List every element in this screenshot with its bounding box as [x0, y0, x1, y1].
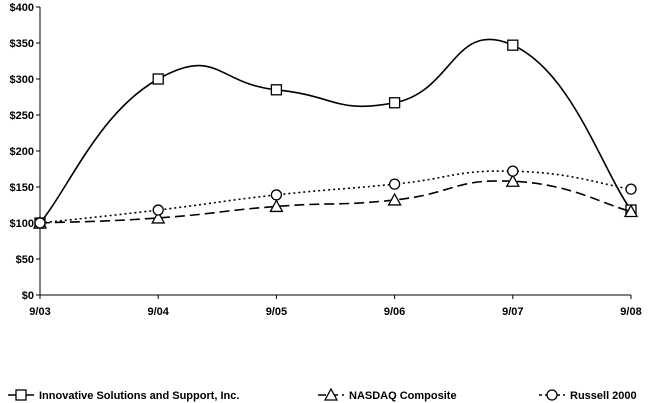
- x-axis-ticks: 9/03 9/04 9/05 9/06 9/07 9/08: [29, 295, 642, 318]
- data-point-triangle: [505, 173, 520, 187]
- y-tick-label: $400: [10, 2, 34, 14]
- data-point-square: [388, 97, 401, 109]
- legend-marker-square: [15, 389, 27, 401]
- y-axis-ticks: $0 $50 $100 $150 $200 $250 $300 $350 $400: [10, 2, 40, 302]
- data-point-circle: [270, 189, 283, 201]
- series-line: [39, 180, 632, 224]
- data-point-square: [507, 39, 519, 51]
- series-triangle: [32, 173, 639, 229]
- legend-entry: Russell 2000: [539, 389, 637, 402]
- x-tick-label: 9/07: [502, 306, 523, 318]
- x-tick-label: 9/08: [620, 306, 641, 318]
- data-point-triangle: [151, 210, 166, 224]
- series-line: [39, 170, 632, 224]
- x-tick-label: 9/03: [29, 306, 50, 318]
- legend-label: Russell 2000: [570, 390, 637, 402]
- y-tick-label: $350: [10, 38, 34, 50]
- data-point-square: [152, 73, 164, 85]
- data-point-square: [270, 84, 283, 96]
- data-point-circle: [152, 204, 164, 216]
- series-circle: [34, 165, 637, 229]
- data-point-circle: [388, 178, 401, 190]
- series-square: [34, 38, 637, 229]
- y-tick-label: $50: [16, 254, 34, 266]
- data-point-circle: [34, 217, 46, 229]
- legend-marker-triangle: [323, 387, 339, 401]
- legend-marker-circle: [546, 389, 558, 401]
- x-tick-label: 9/05: [266, 306, 287, 318]
- legend-entry: Innovative Solutions and Support, Inc.: [8, 389, 239, 402]
- y-tick-label: $100: [10, 218, 34, 230]
- data-point-triangle: [623, 204, 639, 218]
- data-point-circle: [625, 183, 637, 195]
- legend-entry: NASDAQ Composite: [318, 387, 457, 402]
- y-tick-label: $250: [10, 110, 34, 122]
- y-tick-label: $0: [22, 290, 34, 302]
- series-layer: [32, 38, 639, 229]
- legend-label: Innovative Solutions and Support, Inc.: [39, 390, 239, 402]
- x-tick-label: 9/06: [384, 306, 405, 318]
- legend: Innovative Solutions and Support, Inc. NA…: [8, 387, 637, 402]
- series-line: [39, 38, 632, 224]
- data-point-triangle: [269, 199, 284, 213]
- legend-label: NASDAQ Composite: [349, 390, 457, 402]
- y-tick-label: $200: [10, 146, 34, 158]
- y-tick-label: $300: [10, 74, 34, 86]
- data-point-triangle: [387, 192, 402, 206]
- x-tick-label: 9/04: [147, 306, 169, 318]
- y-tick-label: $150: [10, 182, 34, 194]
- axes: [39, 7, 631, 296]
- data-point-circle: [507, 165, 519, 177]
